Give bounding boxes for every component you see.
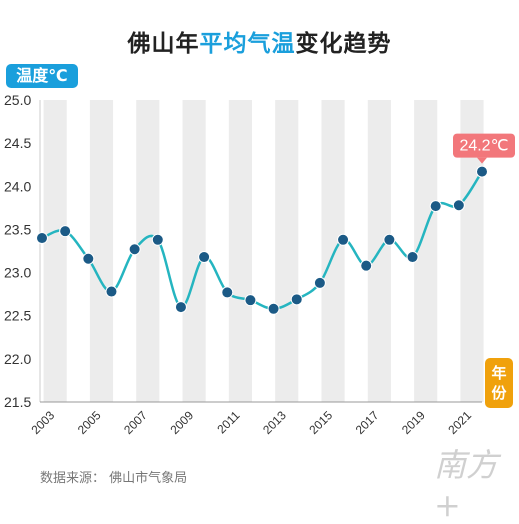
band-2009 [182, 100, 206, 402]
band-2005 [89, 100, 114, 402]
y-tick-label: 22.0 [4, 351, 31, 367]
x-axis-label-text: 年份 [491, 364, 507, 402]
y-tick-label: 24.5 [4, 135, 31, 151]
callout-box [453, 133, 515, 158]
band-2003 [43, 100, 67, 402]
x-tick-label: 2007 [121, 408, 150, 437]
y-tick-label: 24.0 [4, 178, 31, 194]
x-tick-label: 2021 [445, 408, 474, 437]
data-point-2003 [59, 225, 72, 238]
x-axis-label: 年份 [485, 358, 513, 408]
y-tick-label: 21.5 [4, 394, 31, 410]
band-2007 [136, 100, 160, 402]
data-point-2011 [244, 294, 257, 307]
data-point-2009 [198, 251, 211, 264]
band-2015 [321, 100, 345, 402]
callout-pointer [477, 157, 487, 164]
chart-title: 佛山年平均气温变化趋势 [127, 31, 392, 57]
x-tick-label: 2013 [260, 408, 289, 437]
x-tick-label: 2015 [306, 408, 335, 437]
watermark-logo: 南方+ [434, 446, 499, 524]
x-tick-label: 2009 [167, 408, 196, 437]
callout-label: 24.2℃ [459, 138, 508, 155]
band-2011 [228, 100, 252, 402]
data-point-2018 [406, 251, 419, 264]
band-2013 [275, 100, 299, 402]
data-point-2014 [313, 276, 326, 289]
band-2019 [414, 100, 438, 402]
x-tick-label: 2017 [353, 408, 382, 437]
data-point-2016 [360, 259, 373, 272]
y-axis-label: 温度℃ [6, 64, 78, 88]
data-point-2007 [151, 233, 164, 246]
x-tick-label: 2011 [214, 408, 242, 436]
y-tick-label: 23.0 [4, 265, 31, 281]
data-point-2012 [267, 302, 280, 315]
data-point-2019 [429, 200, 442, 213]
data-point-2010 [221, 286, 234, 299]
y-tick-label: 25.0 [4, 92, 31, 108]
data-point-2017 [383, 233, 396, 246]
y-tick-label: 23.5 [4, 221, 31, 237]
data-point-2006 [128, 243, 141, 256]
x-tick-label: 2019 [399, 408, 428, 437]
data-point-2020 [452, 199, 465, 212]
data-point-2008 [174, 301, 187, 314]
x-tick-label: 2003 [28, 408, 57, 437]
data-point-2002 [36, 232, 48, 245]
data-point-2005 [105, 285, 118, 298]
data-point-2004 [82, 252, 95, 265]
x-tick-label: 2005 [75, 408, 104, 437]
data-point-2015 [337, 233, 350, 246]
value-callout: 24.2℃ [453, 133, 515, 164]
data-point-2013 [290, 293, 303, 306]
data-point-2021 [476, 165, 488, 178]
source-note: 数据来源： 佛山市气象局 [40, 471, 188, 486]
y-tick-label: 22.5 [4, 308, 31, 324]
